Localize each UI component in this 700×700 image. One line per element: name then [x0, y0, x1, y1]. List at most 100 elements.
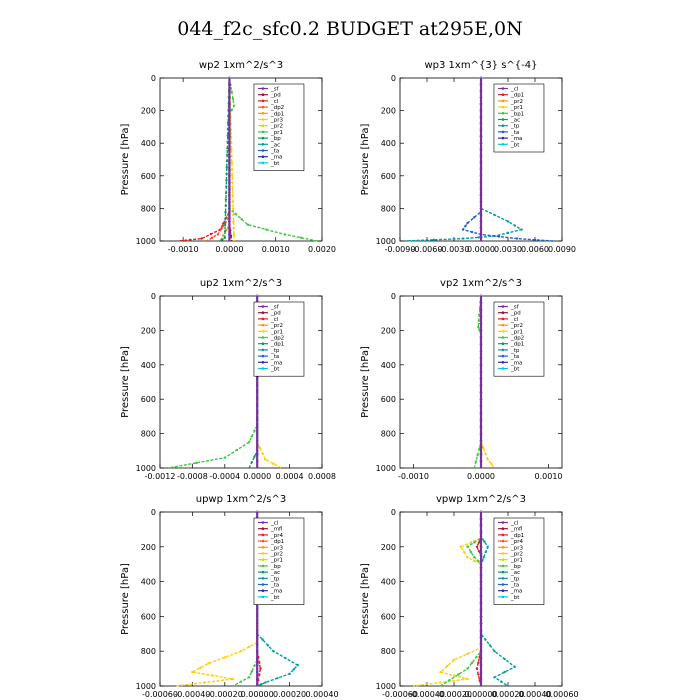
legend-box	[253, 301, 305, 377]
y-tick-label: 1000	[376, 682, 396, 691]
x-tick-label: 0.0030	[494, 245, 522, 254]
legend-marker	[501, 130, 505, 134]
series-marker	[457, 673, 460, 676]
legend-marker	[501, 136, 505, 140]
legend-marker	[501, 595, 505, 599]
series-marker	[225, 159, 229, 163]
legend-entry: _cl	[270, 99, 279, 105]
series-marker	[232, 233, 236, 236]
legend-entry: _dp2	[510, 336, 524, 342]
series-marker	[226, 140, 229, 144]
series-marker	[231, 194, 234, 197]
series-marker	[484, 550, 487, 554]
legend-marker	[501, 539, 505, 543]
legend-marker	[261, 558, 265, 561]
legend-marker	[261, 589, 265, 592]
series-marker	[220, 227, 223, 230]
y-tick-label: 1000	[136, 237, 156, 246]
x-tick-label: 0.00040	[305, 690, 338, 699]
x-tick-label: 0.00020	[273, 690, 306, 699]
series-marker	[515, 237, 519, 240]
x-tick-label: 0.0020	[308, 245, 336, 254]
legend-entry: _pd	[510, 311, 521, 317]
legend-marker	[501, 311, 505, 315]
y-tick-label: 200	[141, 107, 156, 116]
y-tick-label: 1000	[136, 464, 156, 473]
series-marker	[476, 559, 479, 562]
legend-entry: _ma	[510, 360, 522, 366]
series-marker	[473, 559, 476, 562]
series-marker	[466, 667, 469, 670]
series-marker	[461, 237, 465, 240]
series-marker	[258, 661, 261, 664]
legend-entry: _tp	[510, 348, 520, 354]
legend: _cl_mfl_dp1_pr4_pr3_pr2_pr1_bp_ac_tp_ta_…	[493, 517, 545, 605]
legend-marker	[261, 143, 265, 146]
series-line-bp	[440, 512, 482, 687]
series-marker	[210, 236, 214, 239]
legend-entry: _dp1	[270, 111, 284, 117]
series-marker	[239, 650, 243, 653]
legend-entry: _pr1	[510, 558, 523, 564]
series-marker	[224, 191, 228, 195]
series-marker	[432, 238, 435, 241]
series-marker	[500, 680, 503, 683]
series-marker	[224, 210, 227, 214]
legend-marker	[501, 124, 505, 127]
x-tick-label: 0.00020	[491, 690, 524, 699]
series-marker	[246, 223, 250, 226]
y-tick-label: 200	[381, 543, 396, 552]
legend-entry: _ma	[270, 155, 282, 161]
chart-panel-6: vpwp 1xm^2/s^3 Pressure [hPa] 0 200 400 600 80…	[360, 494, 579, 699]
y-tick-label: 600	[141, 172, 156, 181]
series-marker	[506, 220, 510, 223]
series-marker	[253, 664, 256, 667]
legend-entry: _pr4	[510, 539, 524, 545]
legend-marker	[261, 311, 265, 315]
legend-entry: _ta	[270, 149, 279, 155]
y-tick-label: 200	[381, 107, 396, 116]
legend-marker	[501, 564, 505, 568]
legend-marker	[501, 105, 505, 109]
legend-entry: _sf	[270, 87, 280, 93]
y-tick-label: 400	[141, 578, 156, 587]
legend-marker	[501, 361, 505, 364]
series-marker	[191, 670, 194, 674]
legend-entry: _pr1	[510, 105, 523, 111]
legend-marker	[501, 527, 505, 530]
legend-entry: _cl	[270, 521, 279, 527]
x-tick-label: 0.0000	[215, 245, 243, 254]
legend: _sf_pd_cl_pr2_pr1_dp2_dp1_tp_ta_ma_bt	[253, 301, 305, 377]
legend-marker	[261, 305, 265, 308]
legend-marker	[501, 99, 505, 103]
legend-marker	[261, 130, 265, 134]
x-tick-label: 0.00040	[518, 690, 551, 699]
legend-marker	[261, 317, 265, 321]
panel-title: up2 1xm^2/s^3	[200, 278, 282, 289]
x-tick-label: 0.0008	[308, 472, 336, 481]
series-marker	[464, 225, 467, 228]
series-marker	[439, 670, 442, 674]
y-axis-label: Pressure [hPa]	[120, 346, 131, 418]
legend-marker	[501, 342, 505, 346]
legend-entry: _pr2	[270, 323, 283, 329]
x-tick-label: -0.0010	[168, 245, 199, 254]
y-axis-label: Pressure [hPa]	[120, 124, 131, 196]
legend-marker	[501, 589, 505, 592]
chart-panel-4: vp2 1xm^2/s^3 Pressure [hPa] 0 200 400 600 800…	[360, 278, 563, 481]
legend-marker	[261, 564, 265, 568]
x-tick-label: -0.0008	[177, 472, 208, 481]
legend-entry: _pr4	[270, 533, 284, 539]
series-marker	[299, 236, 303, 239]
legend-marker	[501, 521, 505, 524]
legend-marker	[501, 367, 505, 370]
series-marker	[470, 661, 474, 664]
series-line-pr1	[480, 296, 496, 469]
y-tick-label: 0	[391, 74, 396, 83]
legend-entry: _cl	[510, 317, 519, 323]
legend-entry: _tp	[510, 124, 520, 130]
panel-title: wp3 1xm^{3} s^{-4}	[424, 60, 537, 71]
legend-marker	[501, 558, 505, 561]
y-axis-label: Pressure [hPa]	[360, 124, 371, 196]
legend-marker	[501, 354, 505, 358]
